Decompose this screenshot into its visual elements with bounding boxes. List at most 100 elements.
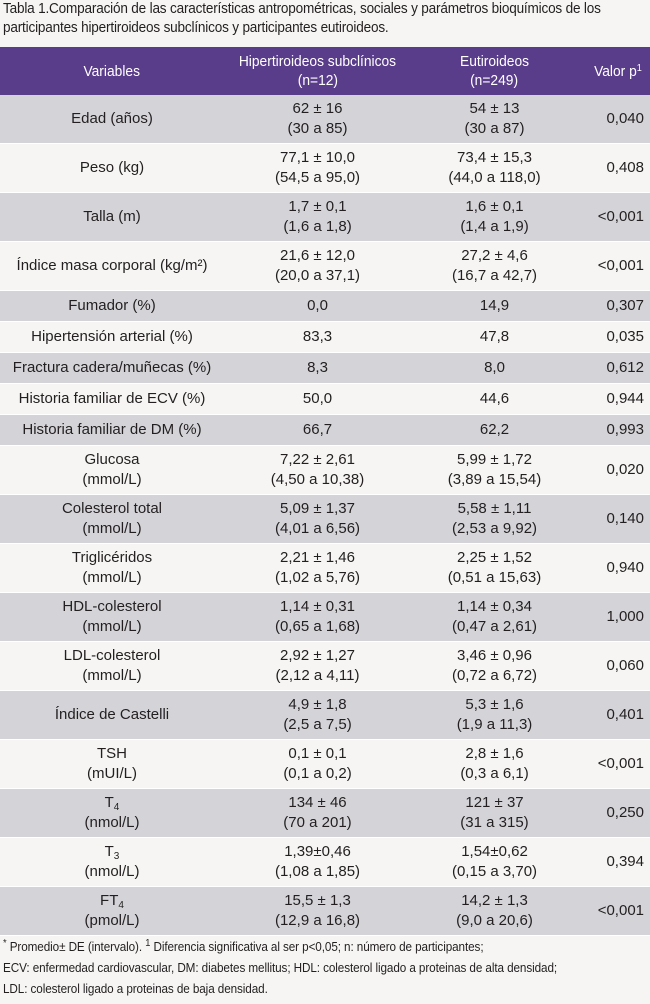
value-range: (1,6 a 1,8) [283,218,352,235]
value-range: (2,5 a 7,5) [283,716,352,733]
value-range: (1,4 a 1,9) [460,218,529,235]
value-range: (70 a 201) [283,814,352,831]
table-row: Historia familiar de DM (%) 66,7 62,2 0,993 [0,414,650,446]
value-mean-sd: 2,8 ± 1,6 [465,745,524,762]
p-value-cell: 0,250 [578,788,650,838]
euthyroid-value-cell: 2,25 ± 1,52 (0,51 a 15,63) [411,543,578,593]
table-row: Hipertensión arterial (%) 83,3 47,8 0,035 [0,321,650,353]
euthyroid-value-cell: 1,54±0,62 (0,15 a 3,70) [411,837,578,887]
footnote-line-3: LDL: colesterol ligado a proteinas de ba… [3,982,268,996]
hyperthyroid-value-cell: 4,9 ± 1,8 (2,5 a 7,5) [224,690,411,740]
value-range: (16,7 a 42,7) [451,267,538,284]
table-header-row: Variables Hipertiroideos subclínicos (n=… [0,47,650,95]
euthyroid-value-cell: 5,99 ± 1,72 (3,89 a 15,54) [411,445,578,495]
p-value-cell: 0,940 [578,543,650,593]
variable-label-cell: Edad (años) [0,95,224,144]
variable-name: Edad (años) [71,110,153,127]
value-range: (0,72 a 6,72) [451,667,538,684]
variable-name: Índice de Castelli [54,706,170,723]
footnote-line-1: * Promedio± DE (intervalo). 1 Diferencia… [3,938,484,955]
value-mean-sd: 5,09 ± 1,37 [280,500,355,517]
value-mean-sd: 62,2 [479,421,510,438]
table-row: T3 (nmol/L) 1,39±0,46 (1,08 a 1,85) 1,54±0,6… [0,837,650,887]
table-row: Fumador (%) 0,0 14,9 0,307 [0,290,650,322]
hyperthyroid-value-cell: 8,3 [224,352,411,384]
variable-unit: (mmol/L) [82,569,142,586]
value-range: (9,0 a 20,6) [456,912,533,929]
table-row: Índice de Castelli 4,9 ± 1,8 (2,5 a 7,5) 5,… [0,690,650,740]
variable-label-cell: Fractura cadera/muñecas (%) [0,352,224,384]
p-value-cell: 0,140 [578,494,650,544]
variable-label-cell: FT4 (pmol/L) [0,886,224,936]
caption-label: Tabla 1. [3,1,50,17]
value-mean-sd: 2,21 ± 1,46 [280,549,355,566]
variable-name: T3 [104,843,120,862]
hyperthyroid-value-cell: 50,0 [224,383,411,415]
variable-unit: (mmol/L) [82,618,142,635]
euthyroid-value-cell: 47,8 [411,321,578,353]
value-mean-sd: 15,5 ± 1,3 [284,892,351,909]
value-range: (31 a 315) [460,814,529,831]
variable-name: Colesterol total [61,500,163,517]
hyperthyroid-value-cell: 66,7 [224,414,411,446]
variable-label-cell: T4 (nmol/L) [0,788,224,838]
table-row: FT4 (pmol/L) 15,5 ± 1,3 (12,9 a 16,8) 14,2 ±… [0,886,650,936]
value-mean-sd: 8,3 [307,359,328,376]
variable-label-cell: Fumador (%) [0,290,224,322]
table-row: Historia familiar de ECV (%) 50,0 44,6 0,94… [0,383,650,415]
value-range: (4,50 a 10,38) [270,471,365,488]
p-value-cell: 0,408 [578,143,650,193]
value-mean-sd: 3,46 ± 0,96 [457,647,532,664]
euthyroid-value-cell: 73,4 ± 15,3 (44,0 a 118,0) [411,143,578,193]
p-value-cell: 0,020 [578,445,650,495]
variable-label-cell: LDL-colesterol (mmol/L) [0,641,224,691]
table-row: T4 (nmol/L) 134 ± 46 (70 a 201) 121 ± 37 (31 … [0,788,650,838]
euthyroid-value-cell: 3,46 ± 0,96 (0,72 a 6,72) [411,641,578,691]
euthyroid-value-cell: 54 ± 13 (30 a 87) [411,95,578,144]
variable-label-cell: Glucosa (mmol/L) [0,445,224,495]
value-mean-sd: 14,2 ± 1,3 [461,892,528,909]
euthyroid-value-cell: 8,0 [411,352,578,384]
value-mean-sd: 5,99 ± 1,72 [457,451,532,468]
table-row: Fractura cadera/muñecas (%) 8,3 8,0 0,612 [0,352,650,384]
p-value-cell: 0,612 [578,352,650,384]
variable-name: Índice masa corporal (kg/m²) [16,257,208,274]
variable-name: TSH [97,745,127,762]
comparison-table: Variables Hipertiroideos subclínicos (n=… [0,47,650,936]
value-mean-sd: 5,3 ± 1,6 [465,696,524,713]
value-range: (2,53 a 9,92) [451,520,538,537]
p-value-cell: 0,060 [578,641,650,691]
value-mean-sd: 14,9 [479,297,510,314]
value-range: (2,12 a 4,11) [275,667,360,684]
hyperthyroid-value-cell: 15,5 ± 1,3 (12,9 a 16,8) [224,886,411,936]
header-p-value: Valor p1 [578,47,650,95]
variable-unit: (pmol/L) [84,912,140,929]
footnote-line-2: ECV: enfermedad cardiovascular, DM: diab… [3,961,558,975]
value-mean-sd: 7,22 ± 2,61 [280,451,355,468]
caption-text: Comparación de las características antro… [3,1,601,36]
hyperthyroid-value-cell: 62 ± 16 (30 a 85) [224,95,411,144]
hyperthyroid-value-cell: 1,7 ± 0,1 (1,6 a 1,8) [224,192,411,242]
value-mean-sd: 62 ± 16 [292,100,343,117]
variable-unit: (nmol/L) [84,814,140,831]
p-value-cell: 0,944 [578,383,650,415]
table-footnote: * Promedio± DE (intervalo). 1 Diferencia… [3,937,608,1000]
table-caption: Tabla 1.Comparación de las característic… [3,0,603,38]
value-range: (54,5 a 95,0) [274,169,361,186]
value-mean-sd: 1,7 ± 0,1 [288,198,347,215]
header-hyperthyroid: Hipertiroideos subclínicos (n=12) [224,47,411,95]
value-range: (0,51 a 15,63) [447,569,542,586]
value-mean-sd: 47,8 [479,328,510,345]
value-mean-sd: 1,39±0,46 [284,843,351,860]
value-mean-sd: 27,2 ± 4,6 [461,247,528,264]
p-value-cell: 0,401 [578,690,650,740]
p-value-cell: 0,394 [578,837,650,887]
p-value-cell: <0,001 [578,886,650,936]
value-range: (0,1 a 0,2) [283,765,352,782]
variable-unit: (mmol/L) [82,667,142,684]
value-range: (1,02 a 5,76) [274,569,361,586]
value-mean-sd: 0,1 ± 0,1 [288,745,347,762]
table-body: Edad (años) 62 ± 16 (30 a 85) 54 ± 13 (30 a … [0,95,650,936]
value-mean-sd: 121 ± 37 [465,794,524,811]
value-mean-sd: 77,1 ± 10,0 [280,149,355,166]
